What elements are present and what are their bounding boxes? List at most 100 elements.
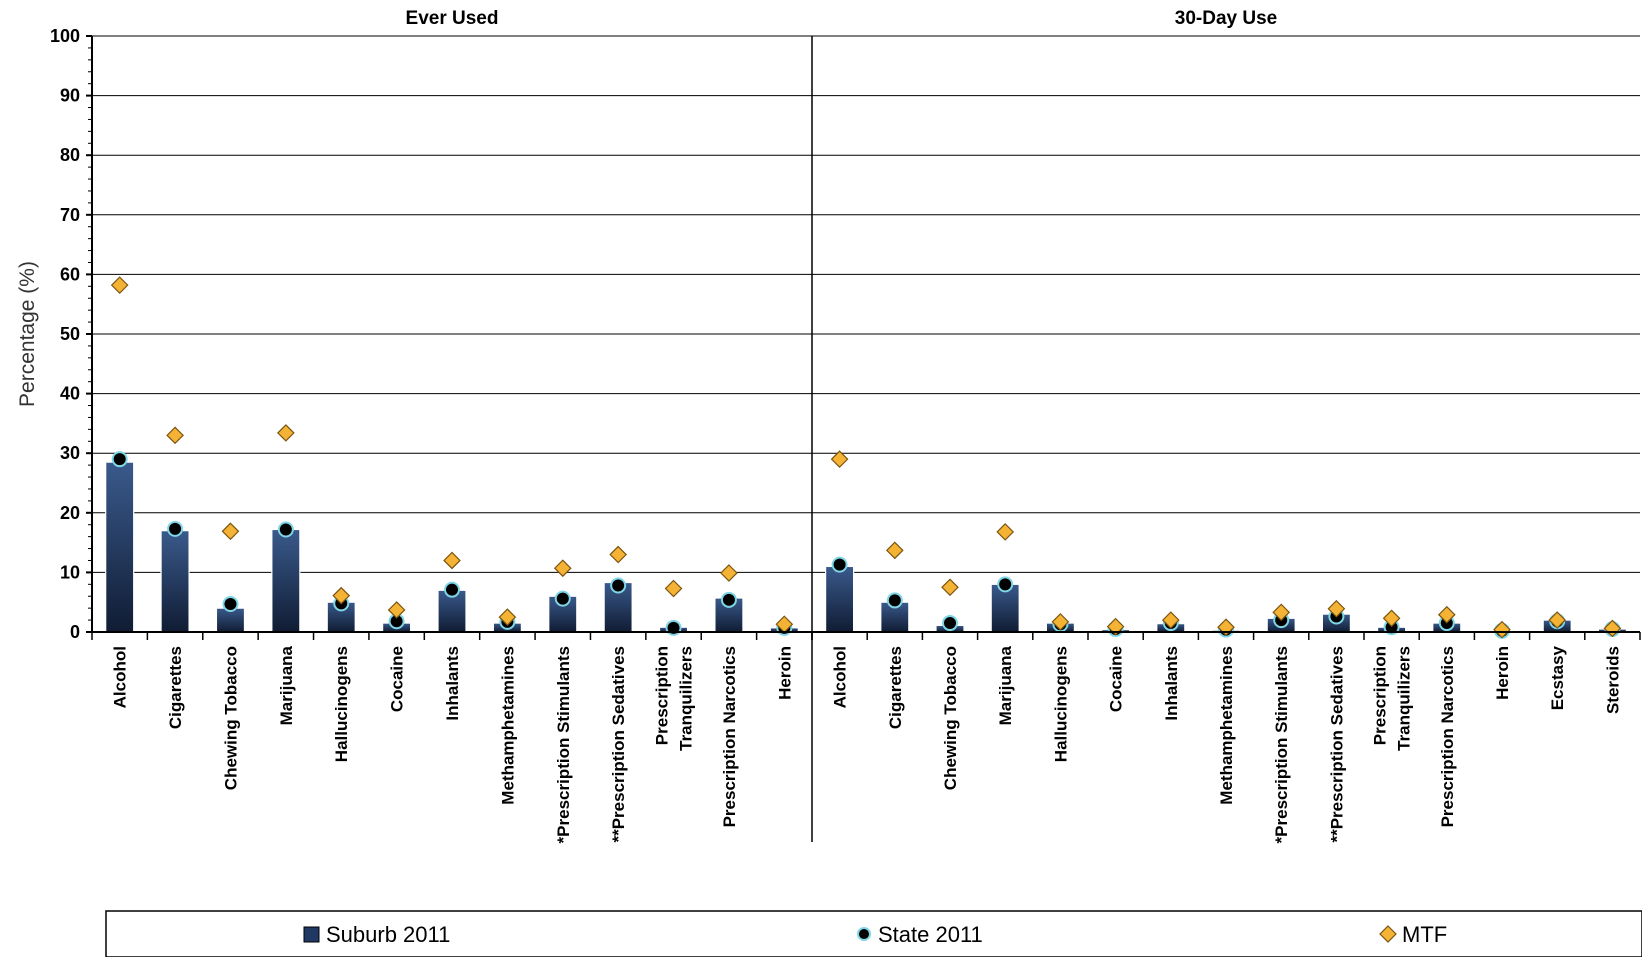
y-tick-label: 90 xyxy=(60,86,80,106)
marker-mtf xyxy=(276,424,295,442)
y-tick-label: 60 xyxy=(60,264,80,284)
labels-layer: 0 10 20 30 40 50 60 70 80 90 100 Percentage (%) Ever… xyxy=(16,8,1622,843)
x-category-label: Marijuana xyxy=(277,645,296,725)
marker-mtf xyxy=(1161,611,1180,629)
x-category-label: Prescription Narcotics xyxy=(1438,646,1457,827)
y-tick-label: 0 xyxy=(70,622,80,642)
x-category-label: Methamphetamines xyxy=(1217,646,1236,805)
marker-mtf xyxy=(941,578,959,597)
x-category-label: Inhalants xyxy=(1162,646,1181,721)
y-axis-label: Percentage (%) xyxy=(16,261,39,407)
marker-state xyxy=(942,615,958,632)
bar-suburb xyxy=(105,461,135,633)
marker-state xyxy=(111,451,128,468)
x-category-label: **Prescription Sedatives xyxy=(609,646,628,843)
marker-mtf xyxy=(996,523,1015,541)
bar-suburb xyxy=(824,565,855,633)
legend-swatch-suburb xyxy=(303,926,320,943)
x-category-label: Cocaine xyxy=(388,646,407,712)
marker-mtf xyxy=(1051,613,1070,631)
marker-state xyxy=(610,577,627,594)
gridlines xyxy=(92,35,1640,573)
marker-mtf xyxy=(1382,609,1401,628)
y-tick-label: 30 xyxy=(60,443,80,463)
x-category-label: Hallucinogens xyxy=(1051,646,1070,762)
bar-suburb xyxy=(271,528,301,633)
x-category-label: Heroin xyxy=(775,646,794,700)
marker-mtf xyxy=(609,545,628,564)
marker-mtf xyxy=(720,564,738,582)
marker-mtf xyxy=(1548,611,1567,629)
marker-mtf xyxy=(221,522,240,541)
marker-state xyxy=(277,521,294,538)
marker-mtf xyxy=(1493,620,1511,639)
bars-layer xyxy=(105,461,1628,633)
bar-suburb xyxy=(160,530,190,633)
x-category-label: Heroin xyxy=(1493,646,1512,700)
marker-mtf xyxy=(332,586,351,605)
axes-layer xyxy=(86,35,1641,842)
marker-state xyxy=(222,595,239,612)
x-category-label: Hallucinogens xyxy=(332,646,351,762)
y-tick-label: 10 xyxy=(60,562,80,582)
x-category-label: Prescription xyxy=(1371,646,1390,745)
legend-label: State 2011 xyxy=(878,922,983,947)
x-category-label: *Prescription Stimulants xyxy=(554,646,573,843)
legend-swatch-mtf xyxy=(1379,925,1397,943)
marker-mtf xyxy=(1437,605,1456,624)
x-category-label: Steroids xyxy=(1603,646,1622,714)
y-tick-label: 80 xyxy=(60,145,80,165)
x-category-label: Alcohol xyxy=(111,646,130,708)
y-tick-label: 70 xyxy=(60,205,80,225)
marker-mtf xyxy=(885,541,904,560)
marker-mtf xyxy=(664,579,683,598)
x-category-label: Marijuana xyxy=(996,645,1015,725)
y-tick-label: 20 xyxy=(60,503,80,523)
marker-state xyxy=(167,520,184,537)
x-category-label: Chewing Tobacco xyxy=(941,646,960,790)
panel-title: Ever Used xyxy=(406,8,499,29)
x-category-label: Chewing Tobacco xyxy=(221,646,240,790)
x-category-label: Cocaine xyxy=(1107,646,1126,712)
marker-state xyxy=(720,591,737,608)
x-category-label: Prescription Narcotics xyxy=(720,646,739,827)
x-category-label: Methamphetamines xyxy=(498,646,517,805)
marker-mtf xyxy=(498,608,517,626)
y-tick-label: 40 xyxy=(60,384,80,404)
x-category-label: Cigarettes xyxy=(166,646,185,729)
marker-state xyxy=(831,556,848,573)
x-category-label: Tranquilizers xyxy=(1395,646,1414,751)
bar-suburb xyxy=(326,601,356,633)
markers-layer xyxy=(110,276,1622,639)
x-category-label: Ecstasy xyxy=(1548,645,1567,710)
marker-state xyxy=(444,581,460,598)
marker-state xyxy=(886,592,903,609)
legend-label: MTF xyxy=(1402,922,1447,947)
y-tick-label: 50 xyxy=(60,324,80,344)
marker-state xyxy=(997,576,1014,593)
marker-mtf xyxy=(1327,599,1346,618)
x-category-label: Cigarettes xyxy=(886,646,905,729)
marker-mtf xyxy=(1272,603,1291,622)
x-category-label: Prescription xyxy=(653,646,672,745)
y-tick-label: 100 xyxy=(50,26,80,46)
marker-mtf xyxy=(830,450,849,469)
x-category-label: **Prescription Sedatives xyxy=(1327,646,1346,843)
marker-mtf xyxy=(443,551,461,570)
x-category-label: Inhalants xyxy=(443,646,462,721)
marker-mtf xyxy=(553,559,572,578)
x-category-label: *Prescription Stimulants xyxy=(1272,646,1291,843)
marker-mtf xyxy=(110,276,129,294)
marker-mtf xyxy=(166,426,184,445)
x-category-label: Alcohol xyxy=(831,646,850,708)
legend-swatch-state xyxy=(857,927,871,941)
x-category-label: Tranquilizers xyxy=(677,646,696,751)
marker-mtf xyxy=(1106,617,1125,636)
legend-label: Suburb 2011 xyxy=(326,922,450,947)
marker-mtf xyxy=(387,601,406,619)
legend: Suburb 2011 State 2011 MTF xyxy=(105,910,1642,958)
marker-state xyxy=(554,590,571,607)
panel-title: 30-Day Use xyxy=(1175,8,1277,29)
